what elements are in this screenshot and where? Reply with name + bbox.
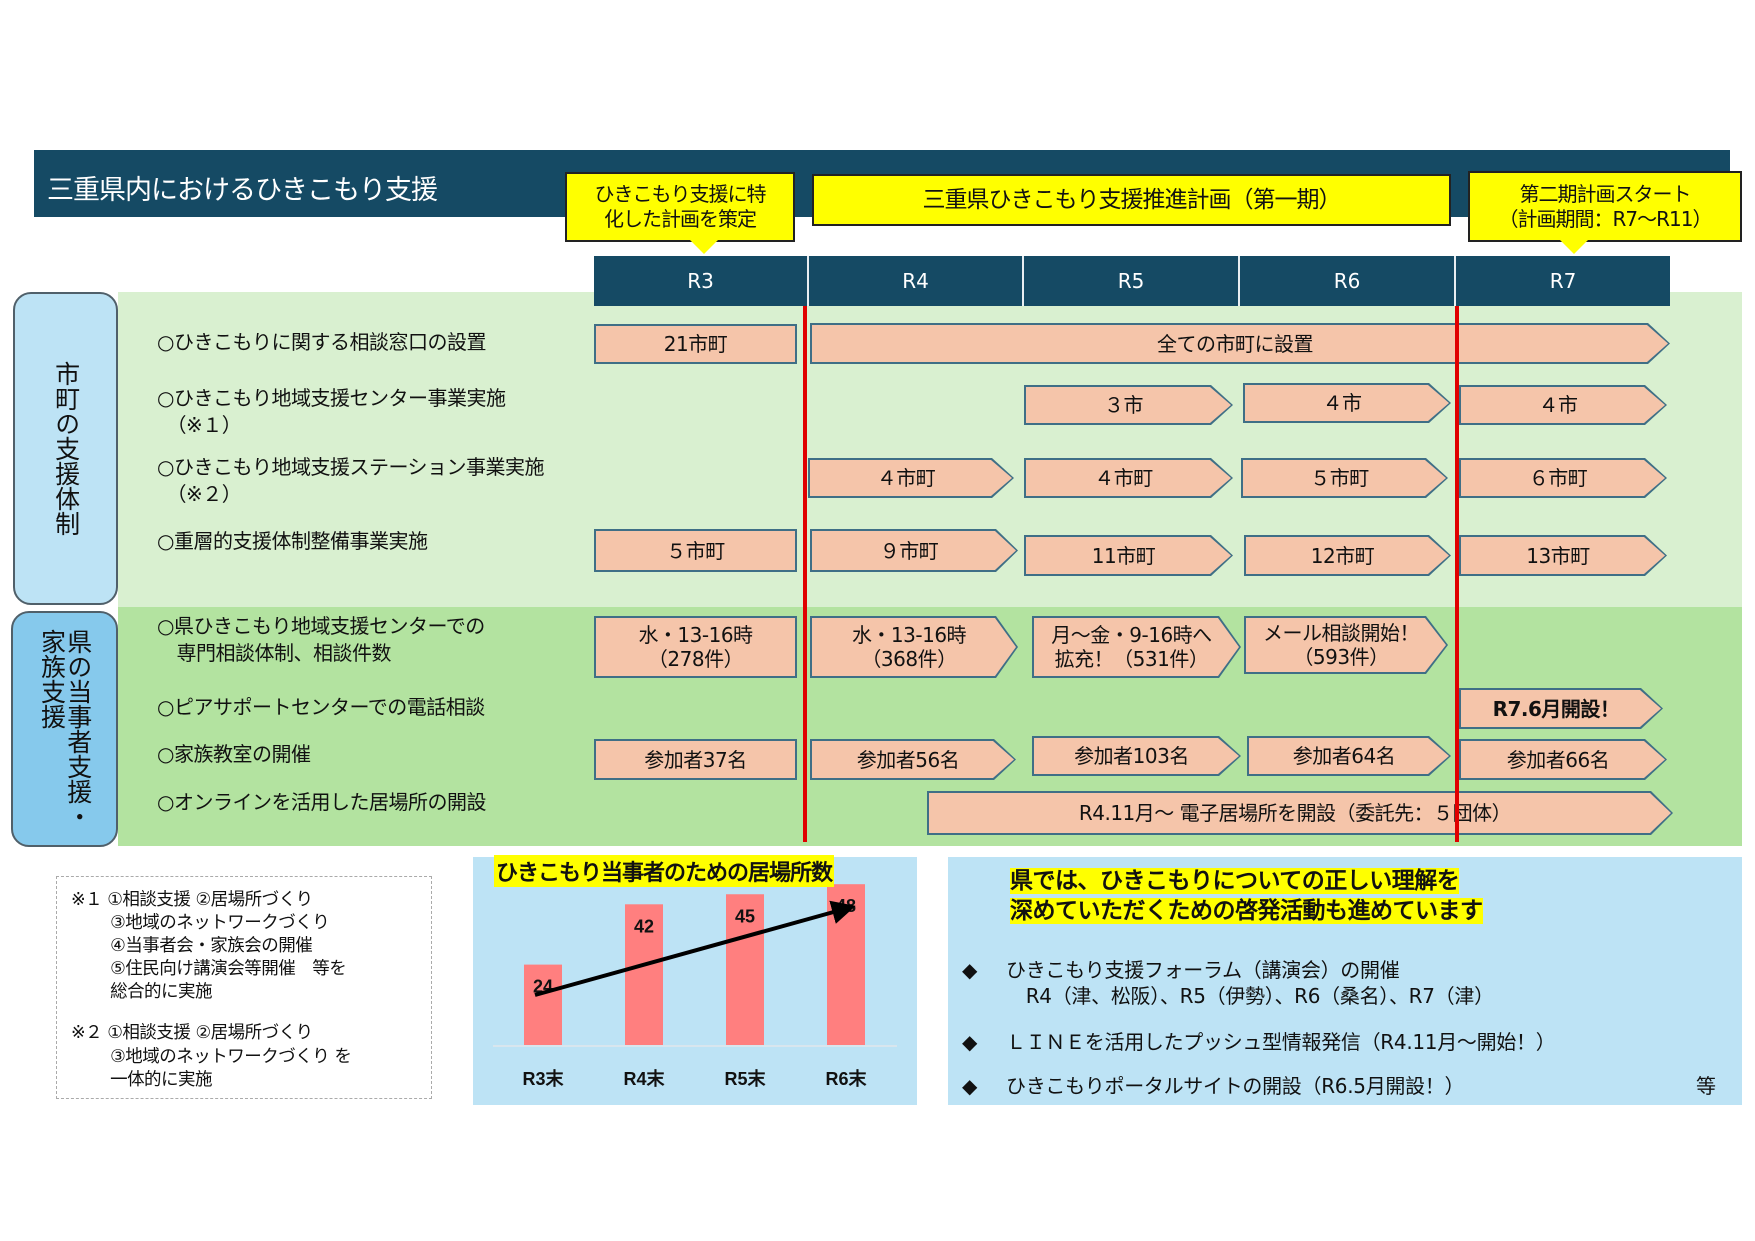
- awareness-item: ひきこもりポータルサイトの開設（R6.5月開設！）: [1006, 1074, 1465, 1098]
- chart-bar: [524, 964, 562, 1045]
- timeline-arrow: R4.11月～ 電子居場所を開設（委託先：５団体）: [927, 791, 1673, 835]
- chart-category-label: R3末: [522, 1068, 564, 1089]
- timeline-arrow: ４市町: [808, 458, 1014, 498]
- timeline-cell-text: 参加者103名: [1074, 744, 1189, 768]
- timeline-cell-text: ４市: [1538, 393, 1579, 417]
- section-label-municipal: 市町の支援体制: [13, 292, 118, 605]
- timeline-arrow: 水・13-16時 （368件）: [810, 616, 1018, 678]
- timeline-box: 水・13-16時 （278件）: [594, 616, 797, 678]
- timeline-arrow: 参加者103名: [1032, 736, 1241, 776]
- chart-panel: 24 R3末 42 R4末 45 R5末 48 R6末: [473, 857, 917, 1105]
- timeline-cell-text: 12市町: [1310, 543, 1375, 568]
- timeline-arrow: ３市: [1024, 385, 1233, 425]
- timeline-arrow: メール相談開始！ （593件）: [1244, 616, 1448, 674]
- period-divider-line: [803, 306, 807, 842]
- chart-category-label: R5末: [724, 1068, 766, 1089]
- footnote-1: ※１ ①相談支援 ②居場所づくり ③地域のネットワークづくり ④当事者会・家族会…: [71, 890, 347, 1003]
- timeline-cell-text: ３市: [1104, 393, 1144, 417]
- callout-tail: [690, 240, 718, 254]
- year-header-r4: R4: [809, 256, 1024, 306]
- timeline-arrow: ４市: [1243, 383, 1451, 423]
- timeline-arrow: 13市町: [1459, 535, 1667, 576]
- timeline-arrow: 11市町: [1024, 535, 1233, 576]
- awareness-headline-1: 県では、ひきこもりについての正しい理解を: [1010, 868, 1460, 894]
- awareness-panel: 県では、ひきこもりについての正しい理解を 深めていただくための啓発活動も進めてい…: [948, 857, 1742, 1105]
- callout-plan-made: ひきこもり支援に特 化した計画を策定: [565, 172, 795, 242]
- row-label: ○ピアサポートセンターでの電話相談: [157, 695, 485, 719]
- timeline-cell-text: ９市町: [879, 538, 939, 563]
- timeline-cell-text: 参加者37名: [644, 747, 747, 772]
- period-divider-line: [1455, 306, 1459, 842]
- callout-first-plan: 三重県ひきこもり支援推進計画（第一期）: [812, 174, 1451, 226]
- row-label: ○オンラインを活用した居場所の開設: [157, 790, 486, 814]
- timeline-cell-text: ５市町: [666, 538, 725, 563]
- callout-tail: [1560, 240, 1588, 254]
- chart-title: ひきこもり当事者のための居場所数: [494, 855, 835, 887]
- timeline-cell-text: ５市町: [1310, 466, 1369, 490]
- timeline-cell-text: R7.6月開設！: [1492, 696, 1620, 721]
- footnotes: ※１ ①相談支援 ②居場所づくり ③地域のネットワークづくり ④当事者会・家族会…: [56, 876, 432, 1099]
- timeline-cell-text: 水・13-16時 （368件）: [851, 623, 967, 671]
- timeline-cell-text: 参加者56名: [856, 747, 960, 772]
- awareness-headline-2: 深めていただくための啓発活動も進めています: [1010, 897, 1483, 924]
- timeline-arrow: ４市町: [1024, 458, 1233, 498]
- timeline-arrow: 参加者56名: [810, 739, 1016, 780]
- timeline-arrow: 月～金・9-16時へ 拡充！（531件）: [1032, 616, 1241, 678]
- chart-data-label: 48: [836, 896, 856, 916]
- timeline-cell-text: ６市町: [1528, 466, 1588, 490]
- footnote-2: ※２ ①相談支援 ②居場所づくり ③地域のネットワークづくり を 一体的に実施: [71, 1023, 352, 1090]
- row-label: ○ひきこもり地域支援センター事業実施 （※１）: [157, 386, 506, 437]
- timeline-arrow: ９市町: [810, 529, 1018, 572]
- timeline-box: 21市町: [594, 324, 797, 364]
- timeline-cell-text: 11市町: [1091, 543, 1156, 568]
- bullet-diamond-icon: ◆: [962, 958, 978, 982]
- timeline-cell-text: メール相談開始！ （593件）: [1263, 621, 1420, 669]
- page-title: 三重県内におけるひきこもり支援: [47, 175, 438, 206]
- row-label: ○家族教室の開催: [157, 742, 311, 766]
- row-label: ○重層的支援体制整備事業実施: [157, 529, 428, 553]
- year-header-r6: R6: [1240, 256, 1456, 306]
- timeline-arrow: 参加者66名: [1459, 739, 1667, 780]
- timeline-cell-text: 参加者64名: [1292, 744, 1396, 768]
- timeline-box: 参加者37名: [594, 739, 797, 780]
- bullet-diamond-icon: ◆: [962, 1030, 978, 1054]
- awareness-etc: 等: [1696, 1074, 1716, 1098]
- chart-category-label: R4末: [623, 1068, 665, 1089]
- row-label: ○ひきこもりに関する相談窓口の設置: [157, 330, 486, 354]
- trend-arrow-icon: [534, 900, 856, 997]
- awareness-item: ひきこもり支援フォーラム（講演会）の開催 R4（津、松阪）、R5（伊勢）、R6（…: [1006, 958, 1494, 1008]
- timeline-arrow: 参加者64名: [1247, 736, 1451, 776]
- awareness-item: ＬＩＮＥを活用したプッシュ型情報発信（R4.11月～開始！）: [1006, 1030, 1556, 1054]
- timeline-cell-text: ４市: [1322, 391, 1363, 415]
- section-label-prefecture: 県の当事者支援・ 家族支援: [11, 611, 118, 847]
- year-header-r7: R7: [1456, 256, 1670, 306]
- timeline-arrow: 12市町: [1244, 535, 1451, 576]
- chart-bar: [726, 894, 764, 1045]
- timeline-cell-text: 13市町: [1526, 543, 1590, 568]
- timeline-cell-text: 参加者66名: [1506, 747, 1610, 772]
- chart-bar: [625, 904, 663, 1045]
- timeline-box: ５市町: [594, 529, 797, 572]
- year-header-r5: R5: [1024, 256, 1240, 306]
- bullet-diamond-icon: ◆: [962, 1074, 978, 1098]
- timeline-arrow: R7.6月開設！: [1459, 688, 1663, 729]
- timeline-cell-text: ４市町: [1094, 466, 1153, 490]
- timeline-arrow: 全ての市町に設置: [810, 323, 1670, 364]
- callout-second-plan: 第二期計画スタート （計画期間：R7～R11）: [1468, 171, 1742, 242]
- timeline-arrow: ４市: [1459, 385, 1667, 425]
- row-label: ○ひきこもり地域支援ステーション事業実施 （※２）: [157, 455, 545, 506]
- timeline-cell-text: ４市町: [876, 466, 936, 490]
- chart-category-label: R6末: [825, 1068, 867, 1089]
- row-label: ○県ひきこもり地域支援センターでの 専門相談体制、相談件数: [157, 614, 485, 665]
- chart-data-label: 45: [735, 906, 755, 926]
- timeline-arrow: ６市町: [1459, 458, 1667, 498]
- year-header-r3: R3: [594, 256, 809, 306]
- timeline-cell-text: 水・13-16時 （278件）: [638, 623, 753, 671]
- timeline-cell-text: 月～金・9-16時へ 拡充！（531件）: [1051, 623, 1212, 671]
- timeline-arrow: ５市町: [1241, 458, 1448, 498]
- timeline-cell-text: 全ての市町に設置: [1157, 331, 1314, 356]
- timeline-cell-text: 21市町: [663, 332, 728, 356]
- chart-data-label: 42: [634, 916, 654, 936]
